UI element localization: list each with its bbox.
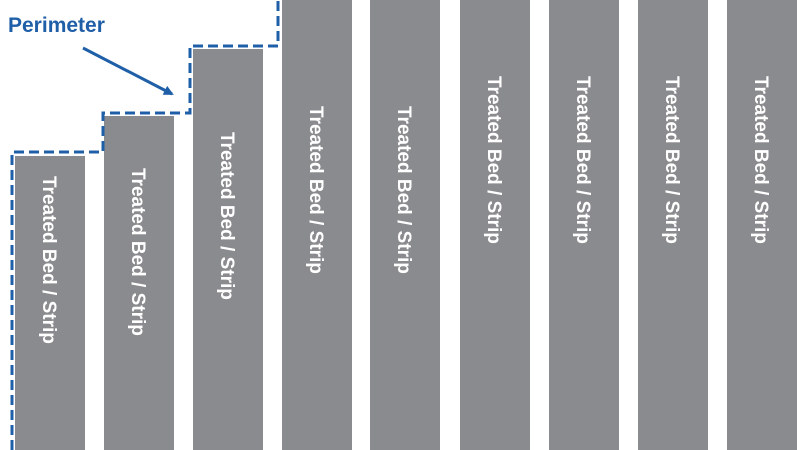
- strip-label: Treated Bed / Strip: [38, 176, 59, 344]
- strip-rect: [104, 116, 174, 450]
- strip-label: Treated Bed / Strip: [750, 76, 771, 244]
- treated-strip: Treated Bed / Strip: [104, 116, 174, 450]
- strip-label: Treated Bed / Strip: [572, 76, 593, 244]
- strip-rect: [638, 0, 708, 450]
- strip-rect: [549, 0, 619, 450]
- strip-label: Treated Bed / Strip: [127, 168, 148, 336]
- perimeter-arrow: [82, 46, 174, 96]
- strip-label: Treated Bed / Strip: [483, 76, 504, 244]
- perimeter-title: Perimeter: [8, 14, 105, 37]
- strip-group: Treated Bed / Strip Treated Bed / Strip Tr…: [15, 0, 797, 450]
- treated-strip: Treated Bed / Strip: [15, 156, 85, 450]
- strip-label: Treated Bed / Strip: [393, 106, 414, 274]
- strip-label: Treated Bed / Strip: [661, 76, 682, 244]
- strip-label: Treated Bed / Strip: [216, 132, 237, 300]
- treated-strip: Treated Bed / Strip: [370, 0, 440, 450]
- strip-label: Treated Bed / Strip: [305, 106, 326, 274]
- strip-rect: [15, 156, 85, 450]
- treated-strip: Treated Bed / Strip: [549, 0, 619, 450]
- treated-strip: Treated Bed / Strip: [638, 0, 708, 450]
- treated-strip: Treated Bed / Strip: [727, 0, 797, 450]
- perimeter-outline: [10, 0, 280, 450]
- strip-rect: [282, 0, 352, 450]
- treated-strip: Treated Bed / Strip: [282, 0, 352, 450]
- strip-rect: [727, 0, 797, 450]
- strip-rect: [370, 0, 440, 450]
- strip-rect: [460, 0, 530, 450]
- strip-rect: [193, 49, 263, 450]
- treated-strip: Treated Bed / Strip: [460, 0, 530, 450]
- treated-strip: Treated Bed / Strip: [193, 49, 263, 450]
